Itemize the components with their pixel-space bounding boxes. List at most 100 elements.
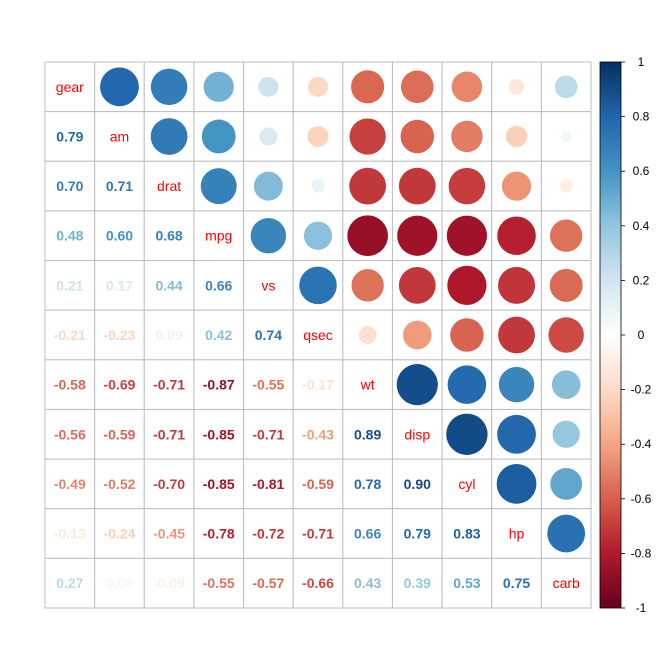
correlation-circle-mpg-hp (497, 216, 536, 255)
correlation-circle-disp-cyl (446, 413, 488, 455)
correlation-value-disp-drat: -0.71 (153, 426, 185, 442)
colorbar-tick-label: -0.6 (631, 492, 652, 506)
grid-cell (143, 508, 195, 559)
grid-cell (540, 111, 592, 162)
correlation-value-hp-vs: -0.72 (252, 526, 284, 542)
correlation-value-cyl-drat: -0.70 (153, 476, 185, 492)
correlation-circle-mpg-carb (550, 219, 583, 252)
correlation-value-carb-gear: 0.27 (56, 575, 83, 591)
diagonal-label-drat: drat (157, 178, 181, 194)
correlation-circle-wt-carb (551, 370, 581, 399)
correlation-circle-mpg-vs (250, 218, 287, 254)
correlation-circle-drat-vs (253, 171, 283, 201)
correlation-value-disp-vs: -0.71 (252, 426, 284, 442)
correlation-circle-disp-hp (497, 414, 536, 454)
grid-cell (391, 458, 443, 510)
correlation-circle-am-disp (400, 119, 435, 154)
colorbar-tick-label: -1 (636, 601, 647, 615)
diagonal-label-hp: hp (509, 526, 525, 542)
correlation-circle-wt-cyl (447, 365, 487, 404)
correlation-value-mpg-am: 0.60 (106, 228, 133, 244)
grid-cell (292, 309, 344, 361)
correlation-value-vs-gear: 0.21 (56, 277, 83, 293)
correlation-value-wt-mpg: -0.87 (203, 377, 235, 393)
colorbar-tick-label: -0.8 (631, 546, 652, 560)
correlation-circle-vs-wt (351, 269, 384, 302)
grid-cell (44, 309, 96, 361)
correlation-value-cyl-gear: -0.49 (54, 476, 86, 492)
correlation-circle-gear-hp (508, 78, 525, 95)
colorbar-gradient (599, 61, 622, 609)
correlation-circle-am-drat (150, 118, 188, 155)
correlation-circle-drat-wt (349, 167, 387, 205)
matrix-cells: gear 0.79 am 0.70 0.71 drat 0.48 0.60 0.68 mpg 0.2… (44, 61, 592, 609)
correlation-circle-wt-disp (396, 364, 438, 406)
correlation-circle-gear-drat (150, 68, 188, 106)
grid-cell (391, 508, 443, 559)
correlation-circle-drat-mpg (200, 168, 237, 205)
correlation-circle-vs-hp (498, 266, 536, 304)
correlation-circle-mpg-disp (397, 215, 438, 256)
grid-cell (44, 160, 96, 212)
correlation-value-carb-cyl: 0.53 (453, 575, 480, 591)
grid-cell (391, 408, 443, 460)
correlation-circle-hp-carb (547, 514, 586, 553)
grid-cell (44, 111, 96, 162)
correlation-value-cyl-mpg: -0.85 (203, 476, 235, 492)
correlation-value-disp-am: -0.59 (103, 426, 135, 442)
correlation-circle-drat-carb (559, 179, 573, 193)
correlation-circle-vs-cyl (447, 265, 487, 306)
correlation-value-carb-disp: 0.39 (404, 575, 431, 591)
grid-cell (94, 408, 145, 460)
grid-cell (540, 557, 592, 609)
grid-cell (44, 408, 96, 460)
correlation-circle-drat-qsec (311, 179, 325, 193)
correlation-circle-drat-hp (501, 171, 532, 201)
correlation-value-hp-qsec: -0.71 (302, 526, 334, 542)
grid-cell (391, 61, 443, 113)
grid-cell (292, 408, 344, 460)
correlation-circle-am-carb (560, 131, 572, 142)
correlation-circle-gear-am (100, 67, 139, 107)
correlation-circle-gear-mpg (203, 71, 234, 102)
correlation-circle-gear-disp (400, 70, 434, 104)
correlation-value-qsec-mpg: 0.42 (205, 327, 232, 343)
correlation-value-drat-am: 0.71 (106, 178, 133, 194)
correlation-circle-qsec-cyl (450, 318, 484, 352)
correlation-circle-am-wt (349, 118, 386, 155)
correlation-value-carb-drat: -0.09 (153, 575, 185, 591)
correlation-value-cyl-disp: 0.90 (404, 476, 431, 492)
grid-cell (44, 557, 96, 609)
grid-cell (143, 210, 195, 262)
correlation-value-cyl-am: -0.52 (103, 476, 135, 492)
grid-cell (193, 309, 245, 361)
correlation-value-cyl-vs: -0.81 (252, 476, 284, 492)
grid-cell (143, 458, 195, 510)
grid-cell (491, 557, 542, 609)
grid-cell (44, 260, 96, 311)
grid-cell (143, 557, 195, 609)
grid-cell (292, 210, 344, 262)
grid-cell (292, 508, 344, 559)
diagonal-label-gear: gear (56, 79, 84, 95)
diagonal-label-mpg: mpg (205, 228, 232, 244)
colorbar-tick-label: -0.2 (631, 383, 652, 397)
colorbar-tick-label: 0.6 (633, 164, 650, 178)
correlation-value-disp-qsec: -0.43 (302, 426, 334, 442)
correlation-circle-gear-qsec (308, 76, 328, 97)
colorbar-tick-label: 0.2 (633, 273, 650, 287)
diagonal-label-qsec: qsec (303, 327, 333, 343)
grid-cell (243, 508, 294, 559)
grid-cell (292, 359, 344, 410)
correlation-value-vs-am: 0.17 (106, 277, 133, 293)
correlation-value-carb-wt: 0.43 (354, 575, 381, 591)
diagonal-label-wt: wt (360, 377, 375, 393)
grid-cell (243, 408, 294, 460)
correlation-value-disp-mpg: -0.85 (203, 426, 235, 442)
grid-cell (44, 458, 96, 510)
correlation-circle-am-qsec (307, 125, 329, 147)
grid-cell (44, 359, 96, 410)
colorbar-tick-label: 0.8 (633, 110, 650, 124)
colorbar: 1 0.8 0.6 0.4 0.2 0 -0.2 -0.4 -0.6 -0.8 -1 (599, 55, 652, 615)
